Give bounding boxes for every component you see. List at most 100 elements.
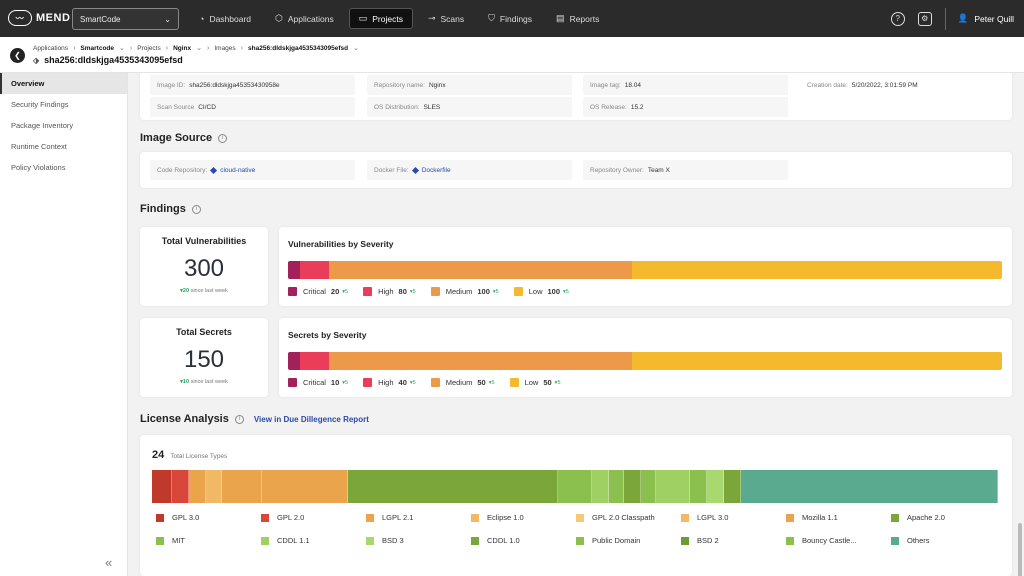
chevron-down-icon[interactable]: ⌄ xyxy=(196,45,202,52)
docker-file-field: Docker File: Dockerfile xyxy=(367,160,572,180)
info-icon[interactable]: i xyxy=(234,414,244,424)
total-vulnerabilities-count: 300 xyxy=(183,255,225,282)
image-tag-field: Image tag: 18.04 xyxy=(583,75,788,95)
breadcrumb-item[interactable]: Projects xyxy=(137,44,161,52)
license-label: GPL 2.0 Classpath xyxy=(592,513,655,522)
back-button[interactable]: ❮ xyxy=(10,48,25,63)
sidebar-item-security-findings[interactable]: Security Findings xyxy=(11,100,69,109)
legend-count: 100 xyxy=(477,287,490,296)
gear-icon[interactable]: ⚙ xyxy=(917,11,932,26)
nav-item-label: Projects xyxy=(372,13,403,24)
severity-segment-low xyxy=(631,261,1002,279)
license-segment xyxy=(640,470,656,503)
top-right-controls: ? ⚙ 👤 Peter Quill xyxy=(890,0,1024,37)
nav-item-dashboard[interactable]: ◔ Dashboard xyxy=(190,8,260,29)
legend-delta: ▾5 xyxy=(489,380,495,386)
chevron-right-icon: › xyxy=(207,44,210,52)
license-legend-item: BSD 3 xyxy=(366,536,471,545)
nav-item-findings[interactable]: ⛉ Findings xyxy=(479,8,541,29)
breadcrumb-item[interactable]: Smartcode xyxy=(80,44,115,52)
nav-item-applications[interactable]: ⬡ Applications xyxy=(266,8,343,29)
organization-select[interactable]: SmartCode ⌄ xyxy=(72,8,179,30)
license-label: Others xyxy=(907,536,930,545)
license-legend-item: BSD 2 xyxy=(681,536,786,545)
license-count-label: Total License Types xyxy=(170,453,228,460)
legend-delta: ▾5 xyxy=(563,289,569,295)
legend-swatch xyxy=(261,513,269,522)
legend-swatch xyxy=(509,378,519,387)
legend-item-medium: Medium 50 ▾5 xyxy=(430,378,495,387)
sidebar-item-runtime-context[interactable]: Runtime Context xyxy=(11,142,67,151)
legend-delta-value: 5 xyxy=(345,288,349,295)
main-content: Image ID: sha256:dldskjga45353430958e Re… xyxy=(128,73,1024,576)
mend-logo[interactable]: 〰 MEND xyxy=(8,10,70,26)
due-diligence-report-link[interactable]: View in Due Dillegence Report xyxy=(253,414,369,424)
chevron-right-icon: › xyxy=(73,44,76,52)
license-segment xyxy=(591,470,609,503)
info-icon[interactable]: i xyxy=(191,204,201,214)
stat-title: Total Secrets xyxy=(176,327,232,337)
legend-delta: ▾5 xyxy=(493,289,499,295)
breadcrumb-item[interactable]: Applications xyxy=(33,44,69,52)
severity-legend: Critical 10 ▾5 High 40 ▾5 Medium 50 ▾5 Low 50 ▾5 xyxy=(288,378,576,387)
folder-icon: ▭ xyxy=(358,13,368,23)
field-label: OS Distribution: xyxy=(374,103,420,111)
legend-count: 10 xyxy=(330,378,340,387)
nav-item-scans[interactable]: ⊸ Scans xyxy=(419,8,473,29)
legend-swatch xyxy=(156,513,164,522)
nav-item-reports[interactable]: ▤ Reports xyxy=(547,8,608,29)
legend-swatch xyxy=(786,536,794,545)
legend-count: 50 xyxy=(477,378,486,387)
trend-down-icon: ▾ xyxy=(180,379,183,385)
legend-item-critical: Critical 20 ▾5 xyxy=(288,287,348,296)
legend-swatch xyxy=(786,513,794,522)
section-title-text: License Analysis xyxy=(140,413,229,425)
vulnerabilities-severity-card: Vulnerabilities by Severity Critical 20 ▾5… xyxy=(279,227,1012,306)
trend-down-icon: ▾ xyxy=(488,379,492,386)
legend-swatch xyxy=(363,287,373,296)
nav-item-projects[interactable]: ▭ Projects xyxy=(348,8,413,29)
legend-swatch xyxy=(891,536,899,545)
legend-delta-value: 5 xyxy=(557,379,561,386)
legend-count: 40 xyxy=(398,378,407,387)
legend-count: 100 xyxy=(547,287,561,296)
legend-label: Medium xyxy=(445,378,473,387)
license-legend-item: GPL 2.0 xyxy=(261,513,366,522)
chevron-down-icon[interactable]: ⌄ xyxy=(119,45,125,52)
user-menu[interactable]: 👤 Peter Quill xyxy=(958,13,1014,24)
license-label: CDDL 1.0 xyxy=(487,536,520,545)
legend-delta: ▾5 xyxy=(342,380,348,386)
sidebar-item-policy-violations[interactable]: Policy Violations xyxy=(11,163,66,172)
docker-file-link[interactable]: Dockerfile xyxy=(411,166,451,174)
breadcrumb-item[interactable]: sha256:dldskjga4535343095efsd xyxy=(248,44,349,52)
image-source-card: Code Repository: cloud-native Docker Fil… xyxy=(140,152,1012,188)
legend-swatch xyxy=(891,513,899,522)
code-repository-link[interactable]: cloud-native xyxy=(210,166,255,174)
license-segment xyxy=(706,470,724,503)
sidebar: Overview Security Findings Package Invento… xyxy=(0,73,128,576)
severity-segment-medium xyxy=(328,352,632,370)
collapse-sidebar-icon[interactable]: « xyxy=(105,555,113,570)
license-segment xyxy=(221,470,262,503)
license-segment xyxy=(623,470,641,503)
breadcrumb-item[interactable]: Nginx xyxy=(173,44,192,52)
breadcrumb-item[interactable]: Images xyxy=(214,44,236,52)
scrollbar[interactable] xyxy=(1018,523,1022,576)
sidebar-item-overview[interactable]: Overview xyxy=(0,73,127,94)
trend-down-icon: ▾ xyxy=(180,288,183,294)
legend-count: 20 xyxy=(330,287,340,296)
legend-label: High xyxy=(378,378,394,387)
info-icon[interactable]: i xyxy=(218,133,228,143)
sidebar-item-package-inventory[interactable]: Package Inventory xyxy=(11,121,74,130)
trend-down-icon: ▾ xyxy=(409,379,413,386)
legend-delta-value: 5 xyxy=(495,288,499,295)
help-icon[interactable]: ? xyxy=(890,11,905,26)
chevron-down-icon[interactable]: ⌄ xyxy=(353,45,359,52)
legend-delta: ▾5 xyxy=(410,289,416,295)
stat-delta: ▾20 since last week xyxy=(140,288,268,294)
page-header: ❮ Applications › Smartcode ⌄ › Projects › Nginx… xyxy=(0,37,1024,73)
legend-swatch xyxy=(576,513,584,522)
legend-label: Low xyxy=(528,287,543,296)
license-label: Mozilla 1.1 xyxy=(802,513,838,522)
license-segment xyxy=(655,470,690,503)
